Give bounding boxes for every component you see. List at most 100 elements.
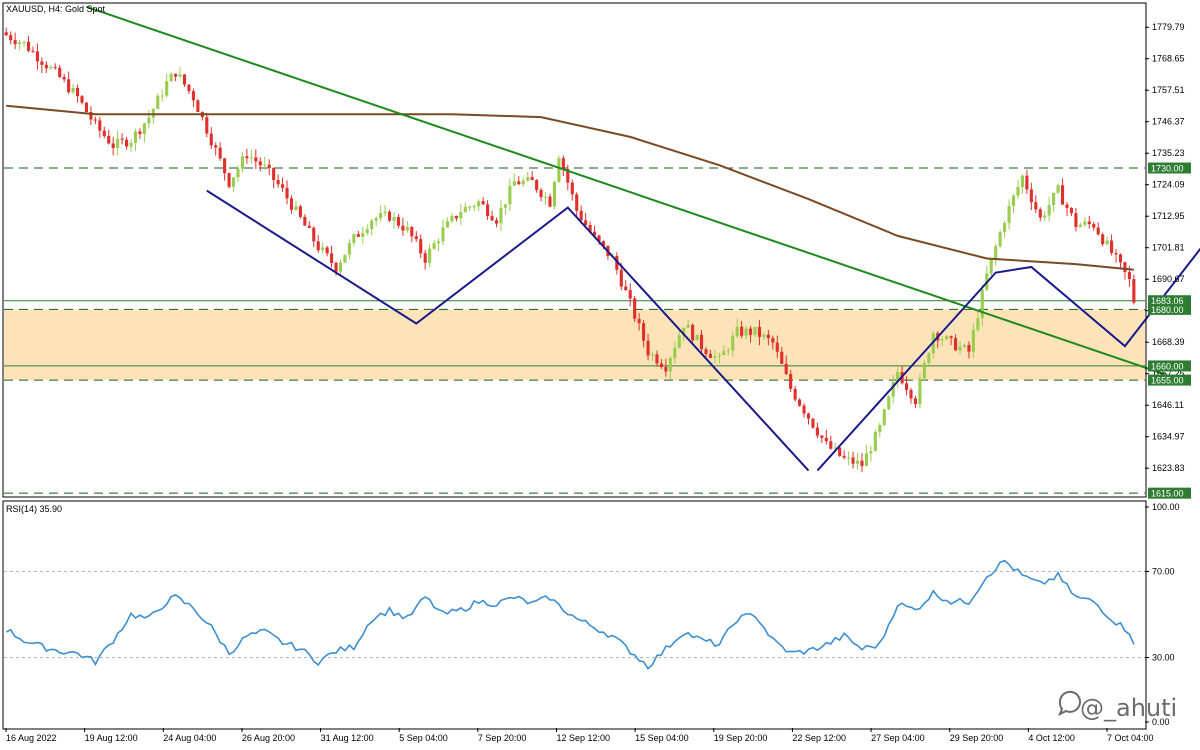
level-tag-label: 1683.06 <box>1151 296 1184 306</box>
candle-body <box>655 354 659 364</box>
watermark-text: @_ahuti <box>1080 694 1177 722</box>
pattern-line-right <box>816 247 1200 472</box>
candle-body <box>356 234 360 237</box>
candle-body <box>285 187 289 199</box>
candle-body <box>588 224 592 232</box>
candle-body <box>289 198 294 210</box>
time-tick-label: 31 Aug 12:00 <box>321 733 374 743</box>
level-tag-label: 1615.00 <box>1151 489 1184 499</box>
candle-body <box>878 424 882 432</box>
candle-body <box>615 255 619 270</box>
candle-body <box>89 112 93 120</box>
candle-body <box>789 373 793 389</box>
time-axis: 16 Aug 2022 19 Aug 12:00 24 Aug 04:00 26 Au… <box>5 728 1154 743</box>
candle-body <box>428 248 432 263</box>
candle-body <box>71 88 75 93</box>
candle-body <box>205 117 209 134</box>
candle-body <box>887 396 891 410</box>
price-tick-label: 1634.97 <box>1152 432 1185 442</box>
candle-body <box>84 102 89 113</box>
candle-body <box>717 355 721 357</box>
candle-body <box>958 346 962 351</box>
rsi-tick-label: 100.00 <box>1152 502 1180 512</box>
candle-body <box>383 211 387 214</box>
time-tick-label: 12 Sep 12:00 <box>557 733 611 743</box>
time-tick-label: 24 Aug 04:00 <box>163 733 216 743</box>
candle-body <box>1003 222 1007 233</box>
moving-average-line <box>6 104 1134 271</box>
candle-body <box>396 217 401 226</box>
candle-body <box>766 334 770 339</box>
candle-body <box>954 337 958 351</box>
candle-body <box>820 435 824 438</box>
candle-body <box>628 290 632 299</box>
price-tick-label: 1668.39 <box>1152 337 1185 347</box>
candle-body <box>147 117 151 124</box>
candle-body <box>294 206 298 210</box>
candle-body <box>49 67 53 69</box>
candle-body <box>410 226 414 237</box>
candle-body <box>512 181 516 186</box>
candle-body <box>949 336 953 338</box>
candle-body <box>267 164 271 169</box>
candle-body <box>423 253 427 263</box>
candle-body <box>633 298 637 319</box>
candle-body <box>967 344 971 352</box>
candle-body <box>321 247 325 251</box>
candle-body <box>1114 253 1118 255</box>
candle-body <box>775 342 779 352</box>
candle-body <box>245 156 249 159</box>
candle-body <box>405 226 409 231</box>
rsi-tick-label: 70.00 <box>1152 567 1175 577</box>
candle-body <box>472 206 476 208</box>
candle-body <box>597 235 601 242</box>
rsi-tick-label: 0.00 <box>1152 717 1170 727</box>
candle-body <box>1127 272 1131 280</box>
candle-body <box>169 73 173 82</box>
rsi-axis: 100.00 70.00 30.00 0.00 <box>1145 502 1180 727</box>
symbol-label: XAUUSD, H4: Gold Spot <box>6 4 106 14</box>
candle-body <box>1069 207 1074 214</box>
candle-body <box>223 158 227 174</box>
candle-body <box>401 225 405 231</box>
candle-body <box>9 35 13 41</box>
candle-body <box>503 204 507 208</box>
candle-body <box>592 231 597 236</box>
candle-body <box>824 437 828 442</box>
candle-body <box>370 220 374 230</box>
candle-body <box>891 381 895 397</box>
candle-body <box>726 350 730 352</box>
candle-body <box>691 325 695 341</box>
candle-body <box>1110 240 1114 254</box>
candle-body <box>160 95 164 97</box>
price-tick-label: 1724.09 <box>1152 180 1185 190</box>
candle-body <box>668 358 672 372</box>
rsi-line <box>5 559 1135 670</box>
candle-body <box>722 351 726 356</box>
time-tick-label: 19 Sep 20:00 <box>714 733 768 743</box>
candle-body <box>1078 224 1082 227</box>
candle-body <box>1007 205 1011 223</box>
candle-body <box>570 182 574 195</box>
candle-body <box>1096 227 1100 235</box>
price-tick-label: 1779.79 <box>1152 22 1185 32</box>
candle-body <box>793 388 797 400</box>
price-tick-label: 1646.11 <box>1152 400 1184 410</box>
candle-body <box>347 243 351 255</box>
candle-body <box>387 211 392 221</box>
rsi-pane-frame <box>2 500 1147 730</box>
candle-body <box>1029 189 1033 203</box>
candle-body <box>477 201 481 207</box>
candle-body <box>771 338 775 343</box>
level-tag-label: 1730.00 <box>1151 164 1184 174</box>
candle-body <box>695 334 699 341</box>
candle-body <box>312 227 316 242</box>
candle-body <box>432 243 436 249</box>
candle-body <box>784 363 788 374</box>
candle-body <box>67 79 71 93</box>
candle-body <box>682 327 686 336</box>
candle-body <box>330 253 334 263</box>
candle-body <box>798 399 802 406</box>
candle-body <box>829 441 833 449</box>
candle-body <box>579 210 583 221</box>
